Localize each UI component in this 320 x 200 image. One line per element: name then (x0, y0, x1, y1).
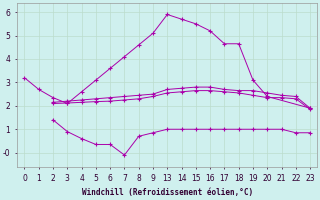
X-axis label: Windchill (Refroidissement éolien,°C): Windchill (Refroidissement éolien,°C) (82, 188, 253, 197)
